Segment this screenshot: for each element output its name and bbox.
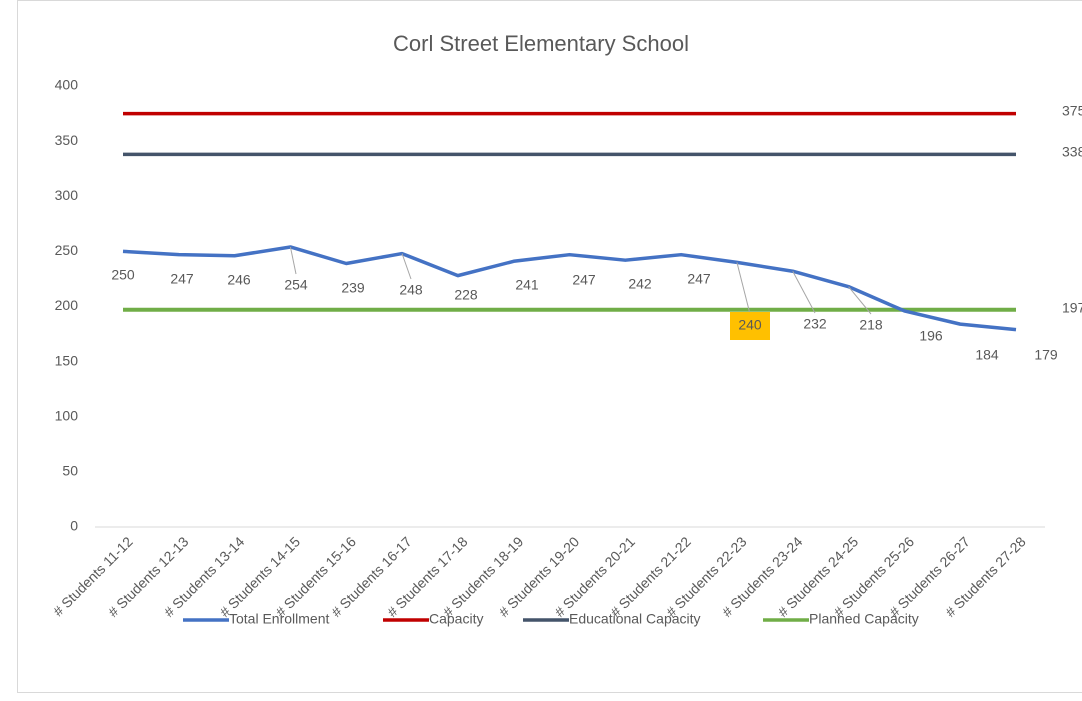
data-label: 338 xyxy=(1062,144,1082,160)
data-label: 242 xyxy=(628,276,652,292)
data-label: 196 xyxy=(919,328,943,344)
chart-border xyxy=(17,0,1082,693)
data-label: 247 xyxy=(170,271,194,287)
data-label: 247 xyxy=(572,272,596,288)
data-label: 228 xyxy=(454,287,478,303)
data-label: 184 xyxy=(975,347,999,363)
y-tick-label: 300 xyxy=(55,187,79,203)
data-label: 179 xyxy=(1034,347,1058,363)
leader-line xyxy=(736,262,751,315)
y-tick-label: 150 xyxy=(55,352,79,368)
label-highlight xyxy=(730,312,770,340)
data-label: 218 xyxy=(859,317,883,333)
data-label: 246 xyxy=(227,272,251,288)
data-label: 240 xyxy=(738,317,762,333)
data-label: 197 xyxy=(1062,300,1082,316)
leader-line xyxy=(289,246,297,275)
y-tick-label: 350 xyxy=(55,132,79,148)
leader-line xyxy=(401,253,412,280)
leader-line xyxy=(848,286,872,315)
data-label: 239 xyxy=(341,280,365,296)
data-label: 247 xyxy=(687,271,711,287)
legend-label: Total Enrollment xyxy=(229,611,329,627)
series-line xyxy=(122,245,1017,332)
data-label: 248 xyxy=(399,282,423,298)
data-label: 232 xyxy=(803,316,827,332)
chart-title: Corl Street Elementary School xyxy=(393,31,689,56)
y-tick-label: 200 xyxy=(55,297,79,313)
y-tick-label: 50 xyxy=(62,463,78,479)
legend-label: Planned Capacity xyxy=(809,611,919,627)
data-label: 250 xyxy=(111,267,135,283)
legend-label: Capacity xyxy=(429,611,483,627)
leader-line xyxy=(792,270,816,314)
data-label: 375 xyxy=(1062,103,1082,119)
y-tick-label: 250 xyxy=(55,242,79,258)
data-label: 241 xyxy=(515,277,539,293)
y-tick-label: 100 xyxy=(55,407,79,423)
data-label: 254 xyxy=(284,277,308,293)
y-tick-label: 0 xyxy=(70,518,78,534)
y-tick-label: 400 xyxy=(55,77,79,93)
legend-label: Educational Capacity xyxy=(569,611,701,627)
